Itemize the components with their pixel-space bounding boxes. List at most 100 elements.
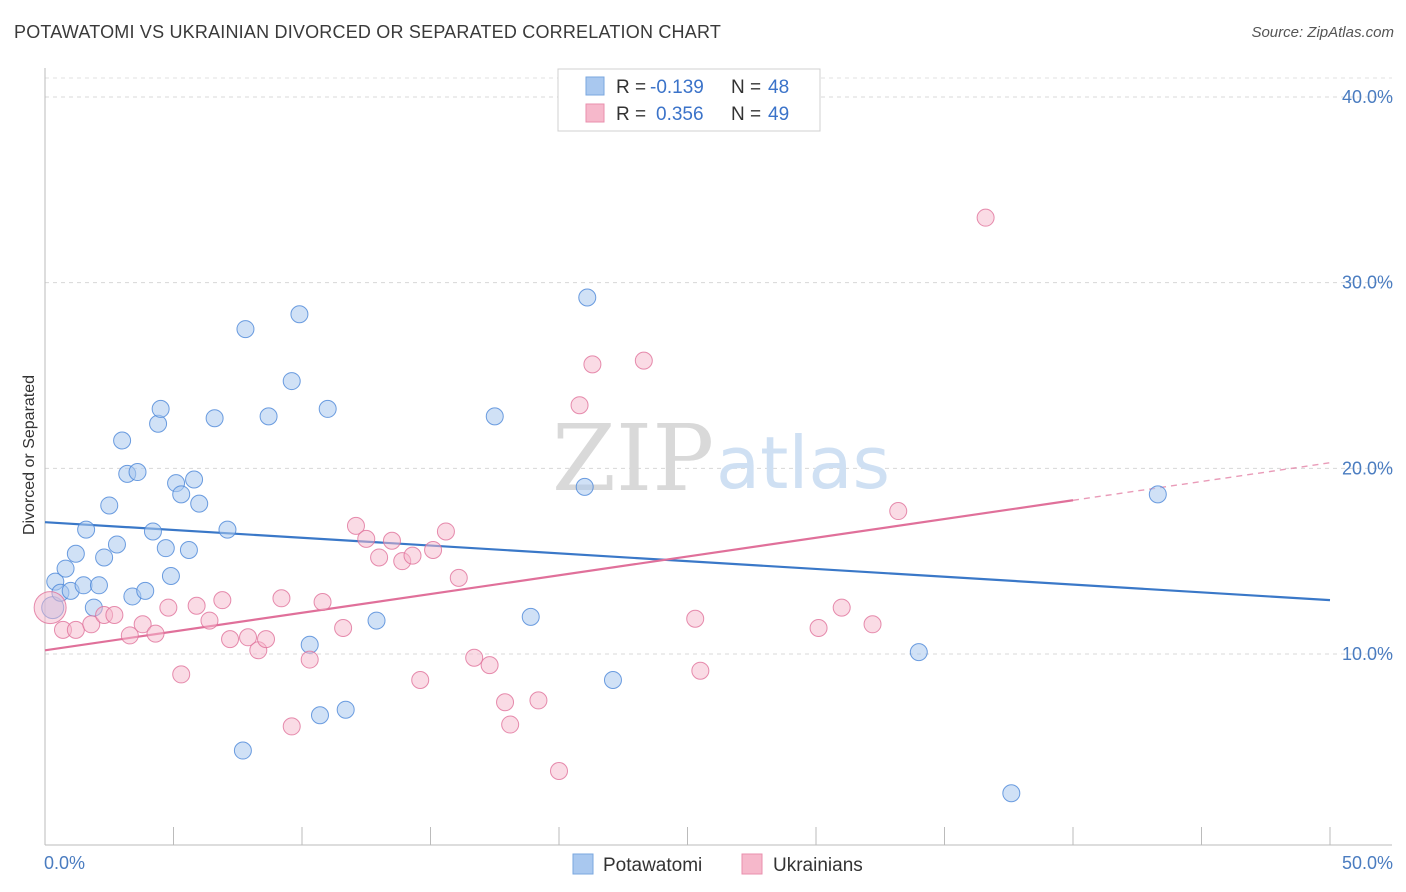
point-potawatomi [190, 494, 209, 513]
point-ukrainians [863, 615, 882, 634]
point-ukrainians [82, 615, 101, 634]
point-ukrainians [346, 516, 365, 535]
point-potawatomi [77, 520, 96, 539]
point-ukrainians [501, 715, 520, 734]
chart-title: POTAWATOMI VS UKRAINIAN DIVORCED OR SEPA… [14, 22, 722, 42]
point-potawatomi [74, 576, 93, 595]
point-potawatomi [113, 431, 132, 450]
watermark: ZIP atlas [552, 405, 890, 512]
point-potawatomi [66, 544, 85, 563]
y-tick-label: 40.0% [1342, 87, 1393, 107]
point-ukrainians [634, 351, 653, 370]
point-ukrainians [403, 546, 422, 565]
legend-n-value-potawatomi: 48 [768, 77, 789, 98]
axes [44, 68, 1392, 846]
trend-line-potawatomi [44, 521, 1331, 602]
point-ukrainians [411, 670, 430, 689]
point-potawatomi [367, 611, 386, 630]
x-tick-label: 50.0% [1342, 853, 1393, 873]
point-ukrainians [357, 529, 376, 548]
point-potawatomi [336, 700, 355, 719]
point-potawatomi [236, 320, 255, 339]
x-tick-labels: 0.0% 50.0% [44, 853, 1393, 873]
point-potawatomi [259, 407, 278, 426]
point-ukrainians [146, 624, 165, 643]
point-ukrainians [496, 693, 515, 712]
y-tick-label: 10.0% [1342, 644, 1393, 664]
y-tick-labels: 10.0% 20.0% 30.0% 40.0% [1342, 87, 1393, 664]
point-potawatomi [578, 288, 597, 307]
point-ukrainians [221, 630, 240, 649]
point-potawatomi [179, 541, 198, 560]
point-potawatomi [95, 548, 114, 567]
point-potawatomi [151, 399, 170, 418]
point-potawatomi [149, 414, 168, 433]
point-potawatomi [318, 399, 337, 418]
bottom-legend-label-ukrainians: Ukrainians [773, 855, 863, 876]
point-ukrainians [976, 208, 995, 227]
point-ukrainians [480, 656, 499, 675]
point-potawatomi [100, 496, 119, 515]
point-potawatomi [56, 559, 75, 578]
point-ukrainians [213, 591, 232, 610]
legend-n-value-ukrainians: 49 [768, 104, 789, 125]
point-ukrainians [550, 761, 568, 780]
y-tick-label: 30.0% [1342, 273, 1393, 293]
legend-n-label-ukrainians: N = [731, 104, 761, 125]
point-ukrainians [382, 531, 401, 550]
watermark-atlas: atlas [716, 421, 890, 505]
point-potawatomi [172, 485, 191, 504]
point-ukrainians [120, 626, 139, 645]
point-potawatomi [218, 520, 237, 539]
legend-r-label-ukrainians: R = [616, 104, 646, 125]
legend-r-value-ukrainians: 0.356 [656, 104, 704, 125]
point-ukrainians [257, 630, 276, 649]
point-potawatomi [205, 409, 224, 428]
watermark-zip: ZIP [552, 405, 714, 512]
point-potawatomi [128, 463, 147, 482]
point-potawatomi [575, 477, 594, 496]
point-potawatomi [909, 643, 928, 662]
point-potawatomi [521, 607, 540, 626]
point-ukrainians [832, 598, 851, 617]
point-potawatomi [107, 535, 126, 554]
grid-lines [45, 77, 1392, 655]
point-potawatomi [136, 581, 155, 600]
point-ukrainians [133, 615, 152, 634]
bottom-legend-label-potawatomi: Potawatomi [603, 855, 702, 876]
legend-box: R = -0.139 N = 48 R = 0.356 N = 49 [557, 68, 821, 132]
point-potawatomi [282, 372, 301, 391]
point-ukrainians [172, 665, 191, 684]
point-ukrainians [105, 606, 124, 625]
point-ukrainians [449, 568, 468, 587]
point-ukrainians [200, 611, 219, 630]
point-ukrainians [424, 541, 443, 560]
point-potawatomi [143, 522, 162, 541]
point-potawatomi [161, 567, 180, 586]
point-ukrainians [529, 691, 548, 710]
point-ukrainians [272, 589, 291, 608]
point-potawatomi [156, 539, 175, 558]
point-potawatomi [1148, 485, 1167, 504]
point-ukrainians [282, 717, 301, 736]
y-tick-label: 20.0% [1342, 458, 1393, 478]
data-points [33, 208, 1167, 803]
point-ukrainians [583, 355, 602, 374]
source-credit: Source: ZipAtlas.com [1251, 24, 1394, 41]
point-ukrainians [300, 650, 319, 669]
point-ukrainians [570, 396, 589, 415]
bottom-legend-swatch-potawatomi [572, 853, 594, 875]
point-ukrainians [239, 628, 258, 647]
legend-swatch-potawatomi [585, 76, 605, 96]
legend-r-label-potawatomi: R = [616, 77, 646, 98]
point-potawatomi [185, 470, 204, 489]
point-potawatomi [1002, 784, 1021, 803]
legend-swatch-ukrainians [585, 103, 605, 123]
point-ukrainians [334, 619, 353, 638]
x-tick-label: 0.0% [44, 853, 85, 873]
bottom-legend-swatch-ukrainians [741, 853, 763, 875]
point-potawatomi [485, 407, 504, 426]
point-potawatomi [290, 305, 309, 324]
legend-n-label-potawatomi: N = [731, 77, 761, 98]
